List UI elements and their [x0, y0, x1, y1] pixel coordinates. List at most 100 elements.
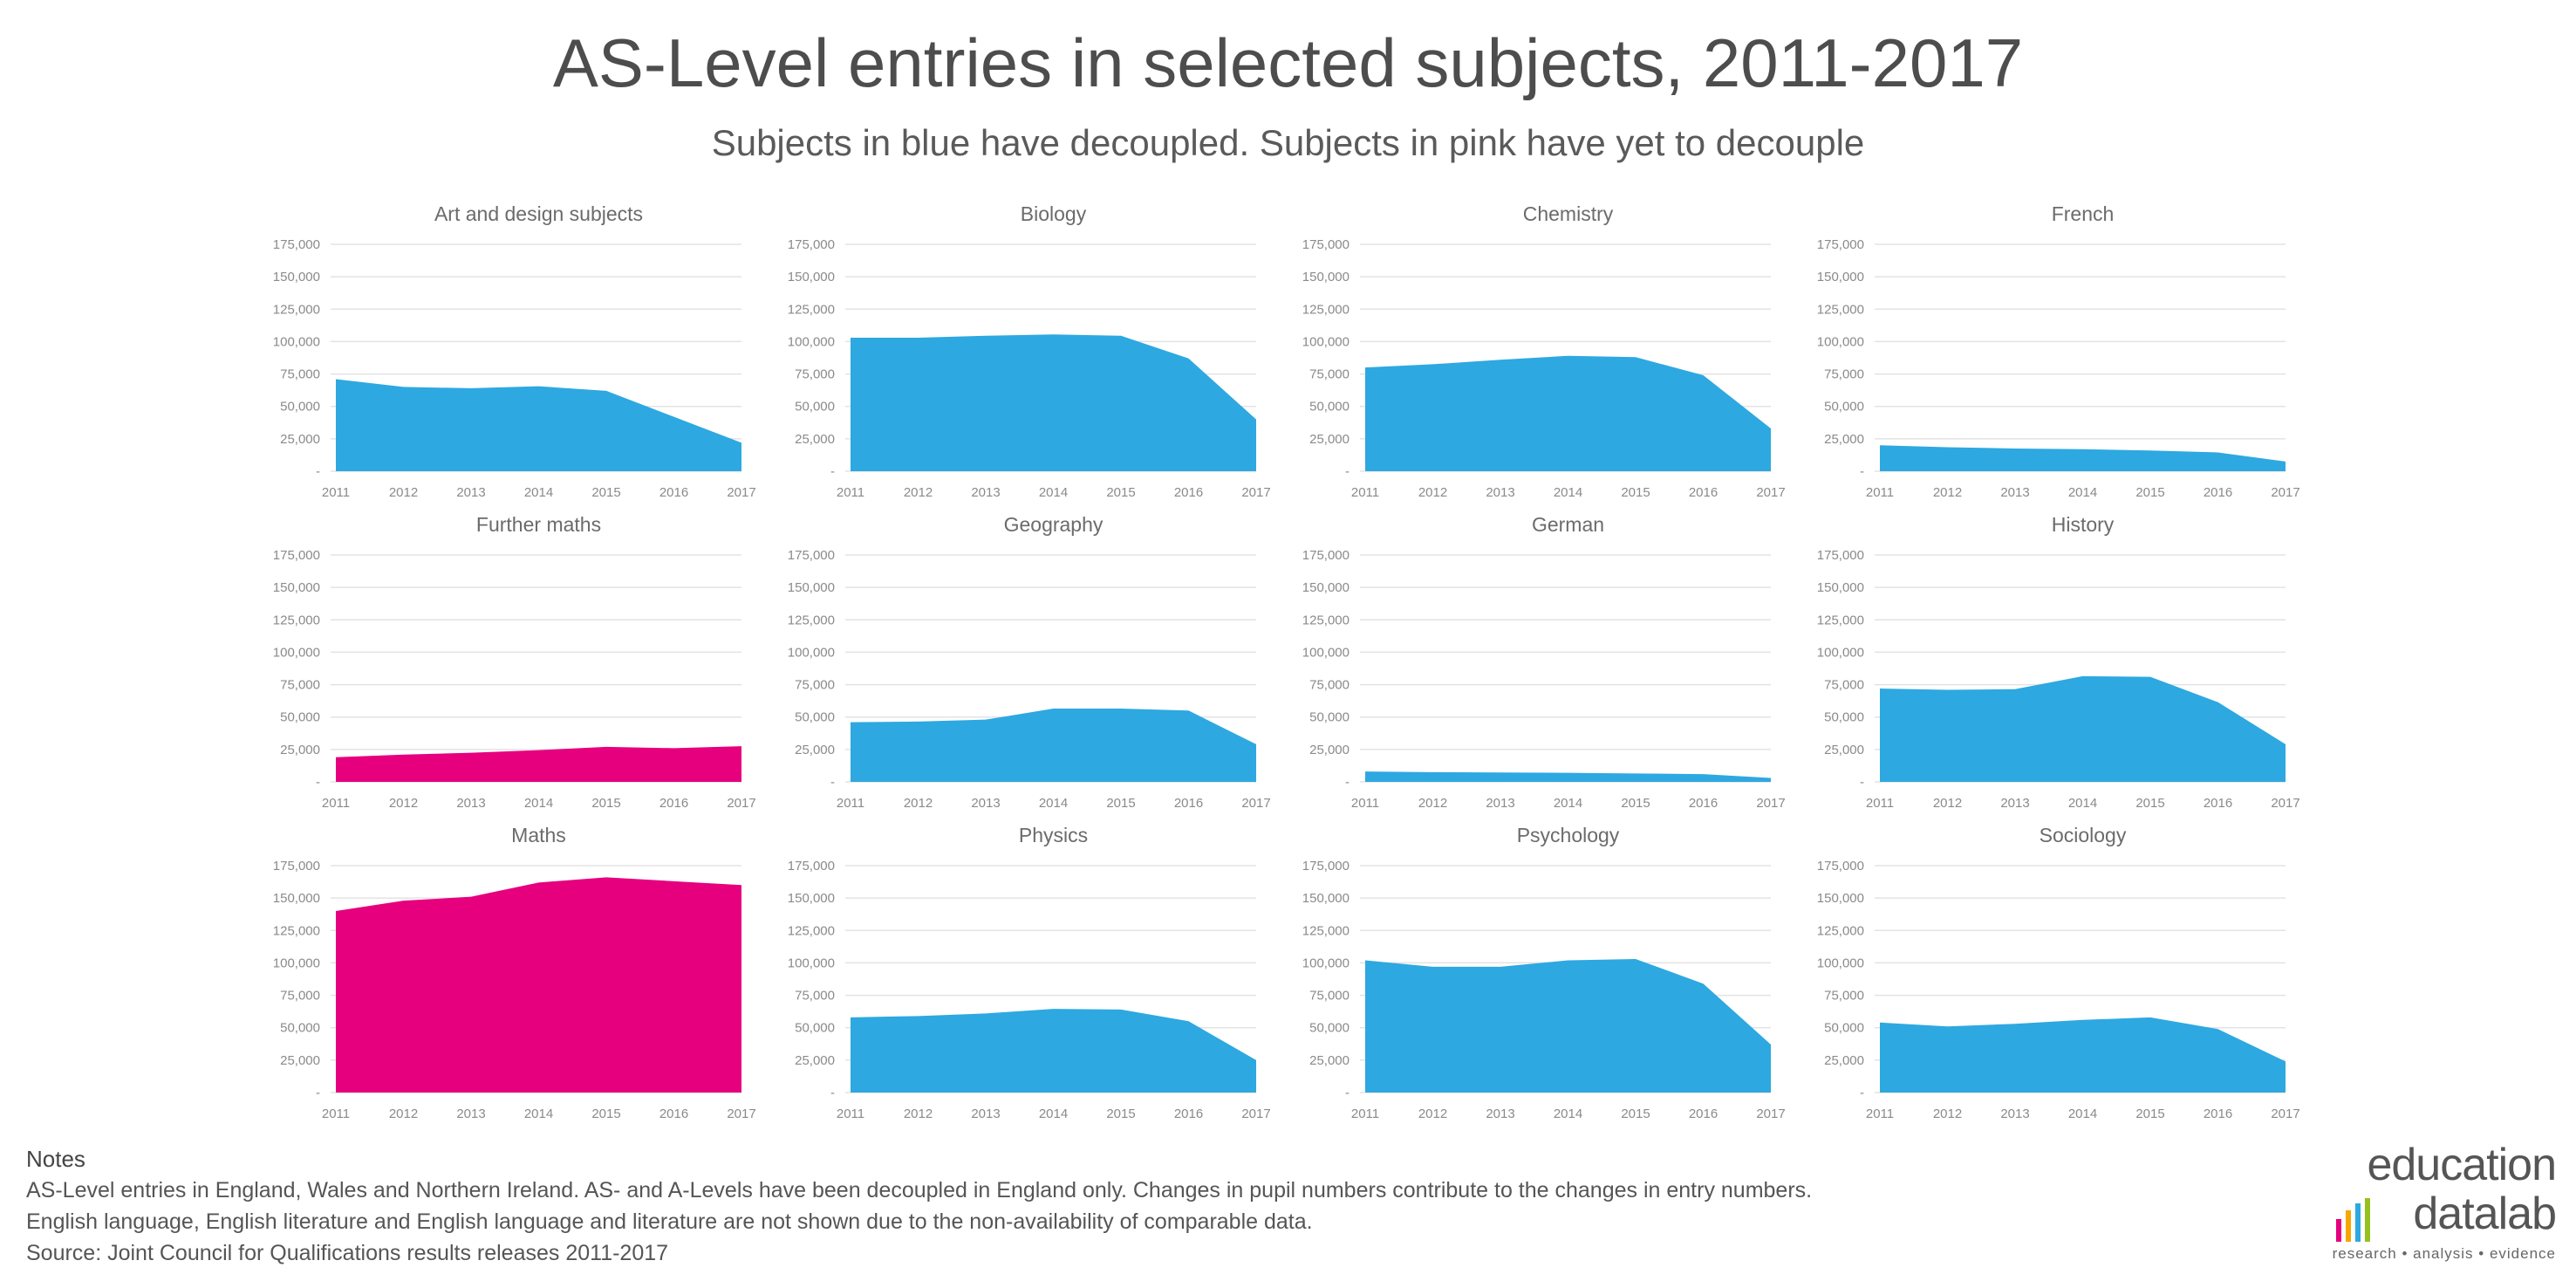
y-tick-label: 150,000	[273, 580, 320, 595]
x-tick-label: 2011	[837, 485, 864, 500]
area-series	[336, 746, 741, 782]
y-tick-label: 100,000	[273, 956, 320, 970]
y-tick-label: 125,000	[1302, 613, 1349, 627]
y-tick-label: 125,000	[273, 302, 320, 317]
chart-title: Maths	[511, 824, 566, 846]
chart-maths: - 25,000 50,000 75,000 100,000 125,000 150,000…	[273, 824, 756, 1121]
y-tick-label: 50,000	[795, 400, 835, 414]
x-tick-label: 2014	[524, 1106, 553, 1121]
y-tick-label: 150,000	[1817, 270, 1864, 284]
area-series	[851, 1009, 1256, 1093]
y-tick-label: 100,000	[273, 334, 320, 349]
x-tick-label: 2011	[1351, 1106, 1379, 1121]
x-tick-label: 2015	[1106, 796, 1135, 811]
y-tick-label: 100,000	[1302, 956, 1349, 970]
x-tick-label: 2013	[971, 485, 1000, 500]
y-tick-label: 25,000	[1824, 432, 1864, 447]
x-tick-label: 2016	[1174, 485, 1203, 500]
logo-word-education: education	[2367, 1140, 2557, 1190]
chart-title: French	[2052, 202, 2115, 225]
x-tick-label: 2017	[1241, 1106, 1270, 1121]
y-tick-label: 50,000	[1309, 400, 1349, 414]
y-tick-label: -	[1345, 775, 1349, 790]
x-tick-label: 2012	[1933, 1106, 1962, 1121]
y-tick-label: 125,000	[273, 923, 320, 938]
x-tick-label: 2014	[2068, 796, 2097, 811]
y-tick-label: 100,000	[1302, 645, 1349, 660]
chart-chemistry: - 25,000 50,000 75,000 100,000 125,000 150,000…	[1302, 202, 1786, 500]
y-tick-label: 75,000	[280, 367, 320, 382]
chart-title: History	[2052, 513, 2115, 536]
chart-geography: - 25,000 50,000 75,000 100,000 125,000 150,000…	[788, 513, 1271, 811]
x-tick-label: 2017	[2271, 796, 2299, 811]
y-tick-label: 75,000	[1824, 678, 1864, 693]
x-tick-label: 2013	[456, 1106, 485, 1121]
x-tick-label: 2013	[2000, 796, 2029, 811]
x-tick-label: 2013	[971, 796, 1000, 811]
x-tick-label: 2013	[971, 1106, 1000, 1121]
y-tick-label: 125,000	[1302, 302, 1349, 317]
y-tick-label: 100,000	[1817, 334, 1864, 349]
x-tick-label: 2011	[1866, 796, 1894, 811]
y-tick-label: 25,000	[795, 743, 835, 757]
y-tick-label: 75,000	[1309, 989, 1349, 1004]
x-tick-label: 2017	[1756, 485, 1785, 500]
y-tick-label: 50,000	[1824, 1021, 1864, 1036]
x-tick-label: 2017	[727, 485, 755, 500]
chart-title: Art and design subjects	[434, 202, 643, 225]
x-tick-label: 2014	[1039, 1106, 1068, 1121]
area-series	[336, 379, 741, 471]
y-tick-label: 25,000	[1824, 743, 1864, 757]
y-tick-label: 75,000	[795, 367, 835, 382]
notes-line-1: AS-Level entries in England, Wales and N…	[26, 1178, 1813, 1202]
y-tick-label: 150,000	[788, 270, 835, 284]
y-tick-label: 100,000	[788, 645, 835, 660]
x-tick-label: 2015	[1106, 485, 1135, 500]
x-tick-label: 2012	[1933, 796, 1962, 811]
x-tick-label: 2013	[2000, 1106, 2029, 1121]
x-tick-label: 2015	[1621, 796, 1650, 811]
y-tick-label: 25,000	[795, 1053, 835, 1068]
x-tick-label: 2016	[659, 796, 688, 811]
x-tick-label: 2016	[2204, 485, 2232, 500]
x-tick-label: 2014	[1039, 796, 1068, 811]
notes-section: Notes AS-Level entries in England, Wales…	[26, 1143, 2033, 1269]
y-tick-label: 75,000	[1309, 367, 1349, 382]
y-tick-label: 175,000	[1302, 548, 1349, 563]
x-tick-label: 2012	[1933, 485, 1962, 500]
area-series	[1365, 355, 1771, 471]
y-tick-label: -	[316, 1086, 320, 1100]
y-tick-label: 75,000	[795, 678, 835, 693]
x-tick-label: 2012	[1418, 485, 1447, 500]
x-tick-label: 2011	[1866, 485, 1894, 500]
x-tick-label: 2014	[2068, 1106, 2097, 1121]
x-tick-label: 2016	[659, 1106, 688, 1121]
x-tick-label: 2016	[1174, 1106, 1203, 1121]
small-multiples-charts: - 25,000 50,000 75,000 100,000 125,000 150,000…	[273, 202, 2300, 1121]
y-tick-label: 75,000	[795, 989, 835, 1004]
area-series	[1365, 958, 1771, 1093]
area-series	[336, 877, 741, 1093]
x-tick-label: 2017	[727, 796, 755, 811]
y-tick-label: 175,000	[788, 859, 835, 874]
x-tick-label: 2013	[2000, 485, 2029, 500]
y-tick-label: 150,000	[1302, 580, 1349, 595]
y-tick-label: 50,000	[1309, 1021, 1349, 1036]
x-tick-label: 2017	[1241, 796, 1270, 811]
y-tick-label: 75,000	[280, 989, 320, 1004]
x-tick-label: 2015	[591, 1106, 620, 1121]
x-tick-label: 2015	[1621, 1106, 1650, 1121]
y-tick-label: 50,000	[795, 710, 835, 725]
y-tick-label: 100,000	[1817, 956, 1864, 970]
y-tick-label: 125,000	[1302, 923, 1349, 938]
y-tick-label: 25,000	[795, 432, 835, 447]
education-datalab-logo: education datalab research • analysis • …	[2303, 1139, 2557, 1270]
x-tick-label: 2017	[727, 1106, 755, 1121]
logo-bar	[2336, 1219, 2341, 1242]
y-tick-label: 125,000	[1817, 613, 1864, 627]
area-series	[851, 334, 1256, 471]
x-tick-label: 2013	[1486, 796, 1514, 811]
x-tick-label: 2012	[904, 796, 933, 811]
y-tick-label: 25,000	[1824, 1053, 1864, 1068]
x-tick-label: 2012	[904, 1106, 933, 1121]
